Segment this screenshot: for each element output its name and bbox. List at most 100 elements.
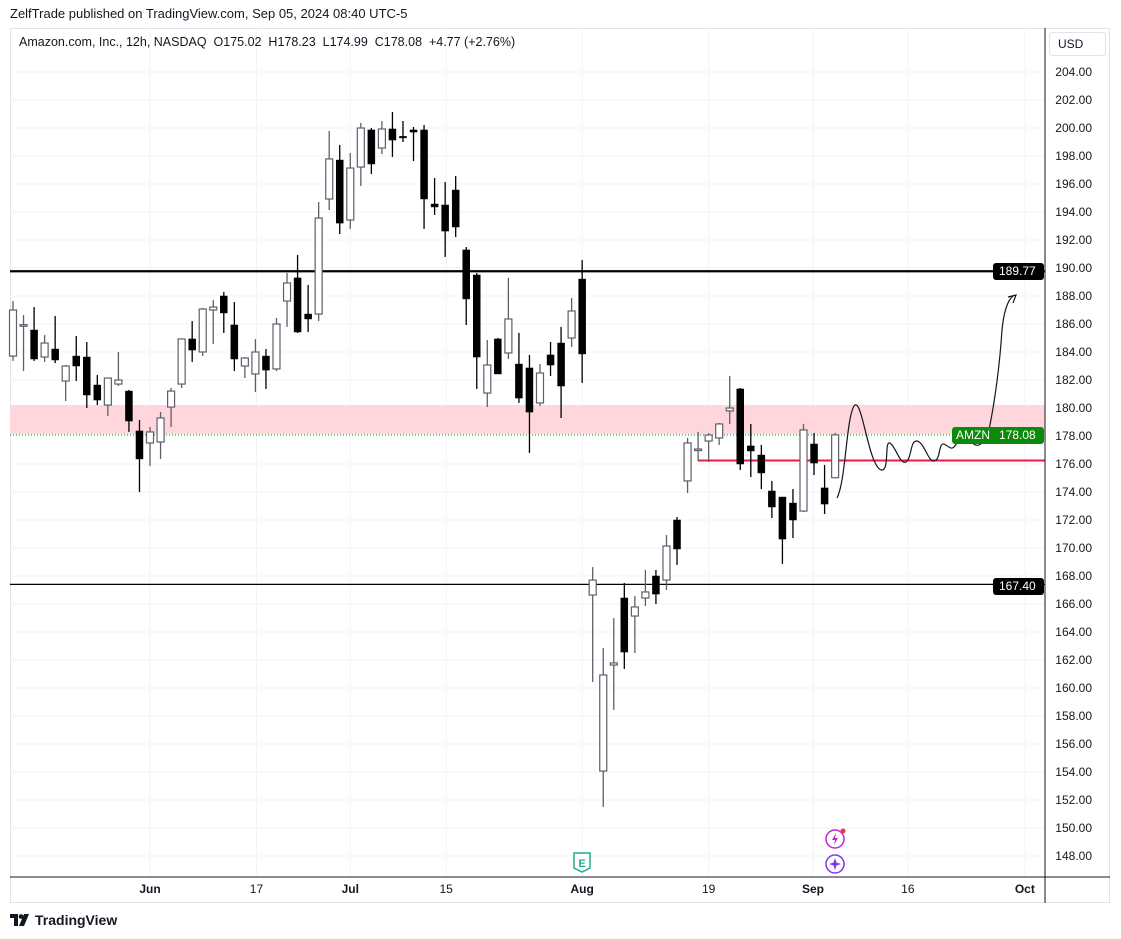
price-tick-label: 198.00: [1055, 149, 1092, 163]
price-tick-label: 164.00: [1055, 625, 1092, 639]
candle-body: [40, 342, 49, 358]
candle: [198, 308, 207, 357]
price-tick-label: 202.00: [1055, 93, 1092, 107]
time-tick-label: 19: [702, 882, 716, 896]
candle-body: [535, 372, 545, 404]
candle: [83, 342, 91, 408]
candle-body: [272, 323, 281, 370]
candle: [282, 273, 292, 327]
price-tick-label: 158.00: [1055, 709, 1092, 723]
candle-body: [810, 443, 818, 464]
candle: [61, 365, 70, 401]
candle-body: [251, 351, 260, 375]
price-tick-label: 186.00: [1055, 317, 1092, 331]
svg-text:E: E: [578, 858, 585, 870]
candle-body: [504, 318, 513, 354]
candle: [188, 321, 196, 362]
time-tick-label: Jun: [139, 882, 160, 896]
candle-body: [177, 338, 186, 385]
candle: [473, 273, 481, 389]
candle: [335, 144, 344, 234]
candle-body: [420, 129, 428, 200]
candle: [377, 121, 386, 155]
candle-body: [51, 348, 59, 361]
price-tick-label: 176.00: [1055, 457, 1092, 471]
candle-body: [145, 431, 155, 444]
candle: [799, 423, 808, 513]
candle-body: [747, 445, 755, 452]
candle-body: [641, 591, 650, 599]
time-tick-label: Sep: [802, 882, 824, 896]
candle-body: [673, 519, 681, 550]
projection-drawing: [836, 295, 1014, 499]
time-tick-label: 17: [250, 882, 264, 896]
time-tick-label: Jul: [342, 882, 359, 896]
sparkle-event-icon[interactable]: [825, 854, 845, 874]
candle-body: [736, 388, 745, 465]
candle-body: [367, 129, 376, 165]
chart-frame: [10, 28, 1110, 903]
candle: [567, 297, 576, 347]
candle-body: [494, 338, 502, 375]
candle-body: [578, 278, 586, 355]
tradingview-logo-icon: [10, 914, 29, 926]
candle-body: [346, 167, 355, 221]
flash-alert-icon[interactable]: [825, 828, 846, 849]
candle-body: [93, 384, 102, 401]
candle-body: [630, 606, 639, 617]
candle-body: [725, 407, 734, 412]
candle-body: [377, 128, 386, 149]
candle-body: [30, 329, 38, 360]
candle-body: [620, 597, 629, 653]
candle: [609, 618, 618, 710]
candle: [578, 260, 586, 383]
candle: [673, 517, 681, 565]
candle-body: [188, 338, 196, 351]
candle: [630, 596, 639, 653]
price-tick-label: 178.00: [1055, 429, 1092, 443]
candle: [145, 427, 155, 466]
candle: [725, 375, 734, 424]
candle: [72, 336, 80, 381]
candle: [167, 387, 176, 428]
candle: [599, 647, 608, 807]
candle-body: [356, 127, 365, 168]
candle-body: [441, 204, 449, 232]
candle-body: [662, 545, 671, 581]
candle: [715, 422, 724, 445]
candle-body: [789, 502, 797, 521]
currency-button[interactable]: USD: [1049, 32, 1106, 56]
candle: [240, 357, 249, 379]
candle-body: [778, 496, 787, 540]
price-tick-label: 154.00: [1055, 765, 1092, 779]
candle: [789, 489, 797, 539]
tradingview-brand[interactable]: TradingView: [10, 912, 117, 928]
candle: [747, 423, 755, 478]
candle-body: [83, 356, 91, 396]
price-axis: 148.00 150.00 152.00 154.00 156.00 158.00 160.…: [1055, 65, 1092, 863]
price-tick-label: 166.00: [1055, 597, 1092, 611]
candle-body: [8, 309, 18, 357]
earnings-e-icon[interactable]: E: [573, 852, 591, 873]
candle: [114, 352, 123, 387]
publisher-line: ZelfTrade published on TradingView.com, …: [10, 6, 408, 21]
candle: [209, 300, 218, 345]
level-tag-lower: 167.40: [993, 578, 1044, 595]
candle: [652, 569, 660, 604]
candle: [93, 374, 102, 406]
candle: [409, 127, 418, 162]
time-tick-label: Oct: [1015, 882, 1035, 896]
candle: [641, 569, 650, 606]
candle-body: [335, 159, 344, 224]
candle-body: [588, 579, 597, 596]
time-tick-label: Aug: [570, 882, 593, 896]
symbol-legend: Amazon.com, Inc., 12h, NASDAQ O175.02 H1…: [19, 35, 516, 49]
candle: [51, 316, 59, 364]
candle: [451, 176, 460, 238]
price-tick-label: 196.00: [1055, 177, 1092, 191]
horizontal-levels: [10, 270, 1045, 586]
price-tick-label: 204.00: [1055, 65, 1092, 79]
price-tick-label: 148.00: [1055, 849, 1092, 863]
candle-body: [715, 423, 724, 439]
